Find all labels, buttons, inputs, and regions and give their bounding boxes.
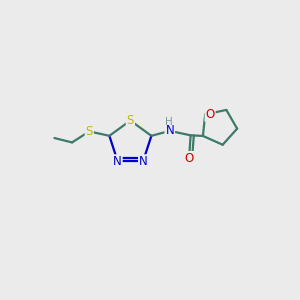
Text: N: N <box>165 124 174 137</box>
Text: S: S <box>127 114 134 127</box>
Text: O: O <box>185 152 194 165</box>
Text: H: H <box>165 117 172 127</box>
Text: N: N <box>139 155 148 168</box>
Text: O: O <box>206 108 215 121</box>
Text: N: N <box>113 155 122 168</box>
Text: S: S <box>85 125 93 138</box>
